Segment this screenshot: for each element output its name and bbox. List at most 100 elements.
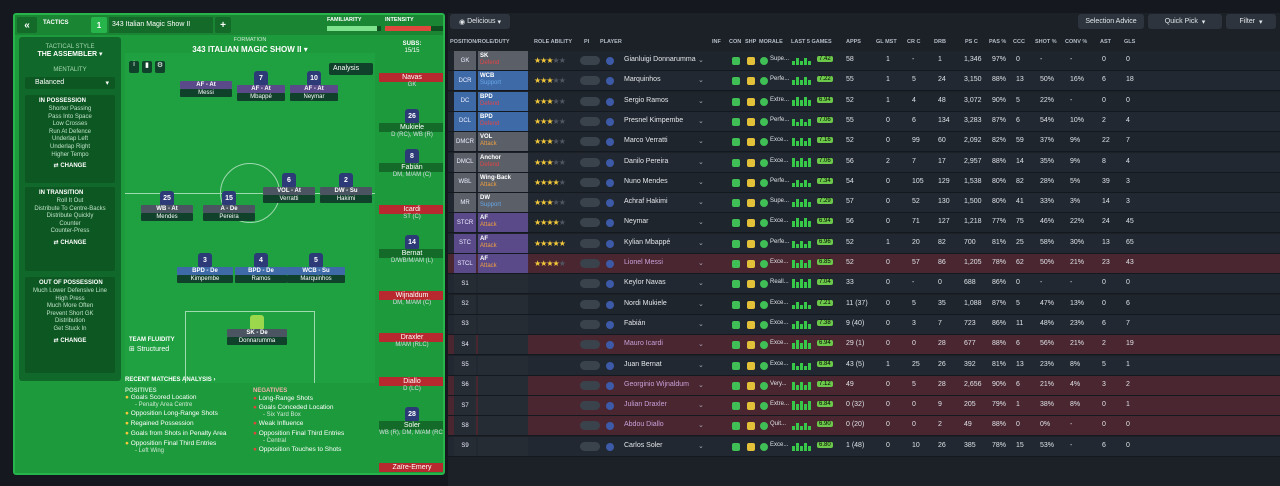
sub-navas[interactable]: Navas GK (379, 73, 443, 88)
role-cell[interactable]: VOL Attack (478, 132, 528, 152)
sub-icardi[interactable]: Icardi ST (C) (379, 205, 443, 220)
player-chip-verratti[interactable]: 6 VOL - At Verratti (263, 173, 315, 203)
position-cell[interactable]: S7 (454, 396, 476, 416)
sub-zaire-emery[interactable]: Zaïre-Emery (379, 463, 443, 472)
chevron-down-icon[interactable]: ⌄ (698, 300, 704, 308)
selection-advice-button[interactable]: Selection Advice (1078, 14, 1144, 29)
table-row[interactable]: DC BPD Defend ★★★★★ Sergio Ramos ⌄ Extre... 6.9… (448, 91, 1280, 112)
role-cell[interactable] (478, 355, 528, 375)
filter-button[interactable]: Filter ▾ (1226, 14, 1276, 29)
tactic-name-dropdown[interactable]: 343 Italian Magic Show II (109, 17, 213, 33)
player-name[interactable]: Presnel Kimpembe (624, 116, 684, 124)
position-cell[interactable]: S2 (454, 294, 476, 314)
quick-pick-button[interactable]: Quick Pick ▾ (1148, 14, 1222, 29)
player-chip-pereira[interactable]: 15 A - De Pereira (203, 191, 255, 221)
chevron-down-icon[interactable]: ⌄ (698, 361, 704, 369)
player-instructions-toggle[interactable] (580, 259, 600, 268)
position-cell[interactable]: S1 (454, 274, 476, 294)
player-chip-marquinhos[interactable]: 5 WCB - Su Marquinhos (287, 253, 345, 283)
player-instructions-toggle[interactable] (580, 360, 600, 370)
table-row[interactable]: S6 Georginio Wijnaldum ⌄ Very... 7.12 49 0 5 28 2… (448, 375, 1280, 396)
table-row[interactable]: MR DW Support ★★★★★ Achraf Hakimi ⌄ Supe... 7.2… (448, 193, 1280, 214)
chevron-down-icon[interactable]: ⌄ (698, 219, 704, 227)
change-out-of-possession-button[interactable]: ⇄ CHANGE (25, 337, 115, 344)
player-name[interactable]: Nuno Mendes (624, 177, 668, 185)
view-dropdown[interactable]: ◉ Delicious ▾ (450, 14, 510, 29)
sub-soler[interactable]: 28 Soler WB (R), DM, M/AM (RC) (379, 407, 443, 436)
player-instructions-toggle[interactable] (580, 198, 600, 208)
tactics-tab[interactable]: TACTICS (43, 20, 69, 26)
player-chip-mendes[interactable]: 25 WB - At Mendes (141, 191, 193, 221)
player-name[interactable]: Mauro Icardi (624, 340, 663, 348)
chevron-down-icon[interactable]: ⌄ (698, 138, 704, 146)
role-cell[interactable]: Wing-Back Attack (478, 172, 528, 192)
chevron-down-icon[interactable]: ⌄ (698, 199, 704, 207)
player-name[interactable]: Kylian Mbappé (624, 238, 671, 246)
change-in-transition-button[interactable]: ⇄ CHANGE (25, 239, 115, 246)
formation-dropdown[interactable]: 343 ITALIAN MAGIC SHOW II ▾ (125, 45, 375, 54)
table-row[interactable]: S4 Mauro Icardi ⌄ Exce... 6.94 29 (1) 0 0 28 677 8… (448, 335, 1280, 356)
chevron-down-icon[interactable]: ⌄ (698, 260, 704, 267)
col-ccc[interactable]: CCC (1013, 39, 1025, 45)
col-gls[interactable]: GLS (1124, 39, 1136, 45)
table-row[interactable]: S8 Abdou Diallo ⌄ Quit... 6.90 0 (20) 0 0 2 49 88%… (448, 416, 1280, 437)
table-row[interactable]: DCL BPD Defend ★★★★★ Presnel Kimpembe ⌄ Perfe.… (448, 111, 1280, 132)
role-cell[interactable]: BPD Defend (478, 111, 528, 131)
table-row[interactable]: STC AF Attack ★★★★★ Kylian Mbappé ⌄ Perfe... 6.… (448, 233, 1280, 254)
player-instructions-toggle[interactable] (580, 340, 600, 350)
table-row[interactable]: S3 Fabián ⌄ Exce... 7.38 9 (40) 0 3 7 723 86% 11 48%… (448, 314, 1280, 335)
col-position[interactable]: POSITION/ROLE/DUTY (450, 39, 510, 45)
player-name[interactable]: Julian Draxler (624, 401, 667, 409)
player-chip-neymar[interactable]: 10 AF - At Neymar (290, 71, 338, 101)
position-cell[interactable]: DCR (454, 71, 476, 91)
role-cell[interactable]: AF Attack (478, 213, 528, 233)
player-name[interactable]: Fabián (624, 319, 646, 327)
player-name[interactable]: Nordi Mukiele (624, 299, 667, 307)
role-cell[interactable] (478, 274, 528, 294)
position-cell[interactable]: DCL (454, 111, 476, 131)
player-name[interactable]: Keylor Navas (624, 279, 666, 287)
col-crc[interactable]: CR C (907, 39, 921, 45)
col-shp[interactable]: SHP (745, 39, 757, 45)
sub-diallo[interactable]: Diallo D (LC) (379, 377, 443, 392)
position-cell[interactable]: DMCL (454, 152, 476, 172)
table-row[interactable]: S5 Juan Bernat ⌄ Exce... 6.84 43 (5) 1 25 26 392 8… (448, 355, 1280, 376)
role-cell[interactable] (478, 396, 528, 416)
player-name[interactable]: Sergio Ramos (624, 96, 669, 104)
player-name[interactable]: Danilo Pereira (624, 157, 669, 165)
col-ast[interactable]: AST (1100, 39, 1111, 45)
player-name[interactable]: Georginio Wijnaldum (624, 380, 689, 388)
col-player[interactable]: PLAYER (600, 39, 622, 45)
role-cell[interactable]: BPD Defend (478, 91, 528, 111)
analysis-button[interactable]: Analysis (329, 63, 373, 75)
table-row[interactable]: WBL Wing-Back Attack ★★★★★ Nuno Mendes ⌄ Perfe… (448, 172, 1280, 193)
chevron-down-icon[interactable]: ⌄ (698, 341, 704, 349)
player-instructions-toggle[interactable] (580, 299, 600, 309)
player-instructions-toggle[interactable] (580, 56, 600, 65)
chevron-down-icon[interactable]: ⌄ (698, 57, 704, 64)
bar-chart-icon[interactable]: ▮ (142, 61, 152, 73)
col-pi[interactable]: PI (584, 39, 590, 45)
chevron-down-icon[interactable]: ⌄ (698, 77, 704, 85)
position-cell[interactable]: DC (454, 91, 476, 111)
player-chip-kimpembe[interactable]: 3 BPD - De Kimpembe (177, 253, 233, 283)
position-cell[interactable]: DMCR (454, 132, 476, 152)
recent-matches-link[interactable]: RECENT MATCHES ANALYSIS › (125, 377, 216, 383)
col-gl-mst[interactable]: GL MST (876, 39, 897, 45)
role-cell[interactable] (478, 416, 528, 436)
position-cell[interactable]: S3 (454, 314, 476, 334)
chevron-down-icon[interactable]: ⌄ (698, 442, 704, 450)
col-last5[interactable]: LAST 5 GAMES (791, 39, 832, 45)
position-cell[interactable]: STCR (454, 213, 476, 233)
chevron-down-icon[interactable]: ⌄ (698, 239, 704, 247)
col-morale[interactable]: MORALE (759, 39, 783, 45)
col-shot[interactable]: SHOT % (1035, 39, 1057, 45)
position-cell[interactable]: WBL (454, 172, 476, 192)
player-name[interactable]: Juan Bernat (624, 360, 662, 368)
player-name[interactable]: Carlos Soler (624, 441, 663, 449)
col-inf[interactable]: INF (712, 39, 721, 45)
table-row[interactable]: DMCR VOL Attack ★★★★★ Marco Verratti ⌄ Exce...… (448, 132, 1280, 153)
col-drb[interactable]: DRB (934, 39, 946, 45)
col-psc[interactable]: PS C (965, 39, 978, 45)
position-cell[interactable]: MR (454, 193, 476, 213)
